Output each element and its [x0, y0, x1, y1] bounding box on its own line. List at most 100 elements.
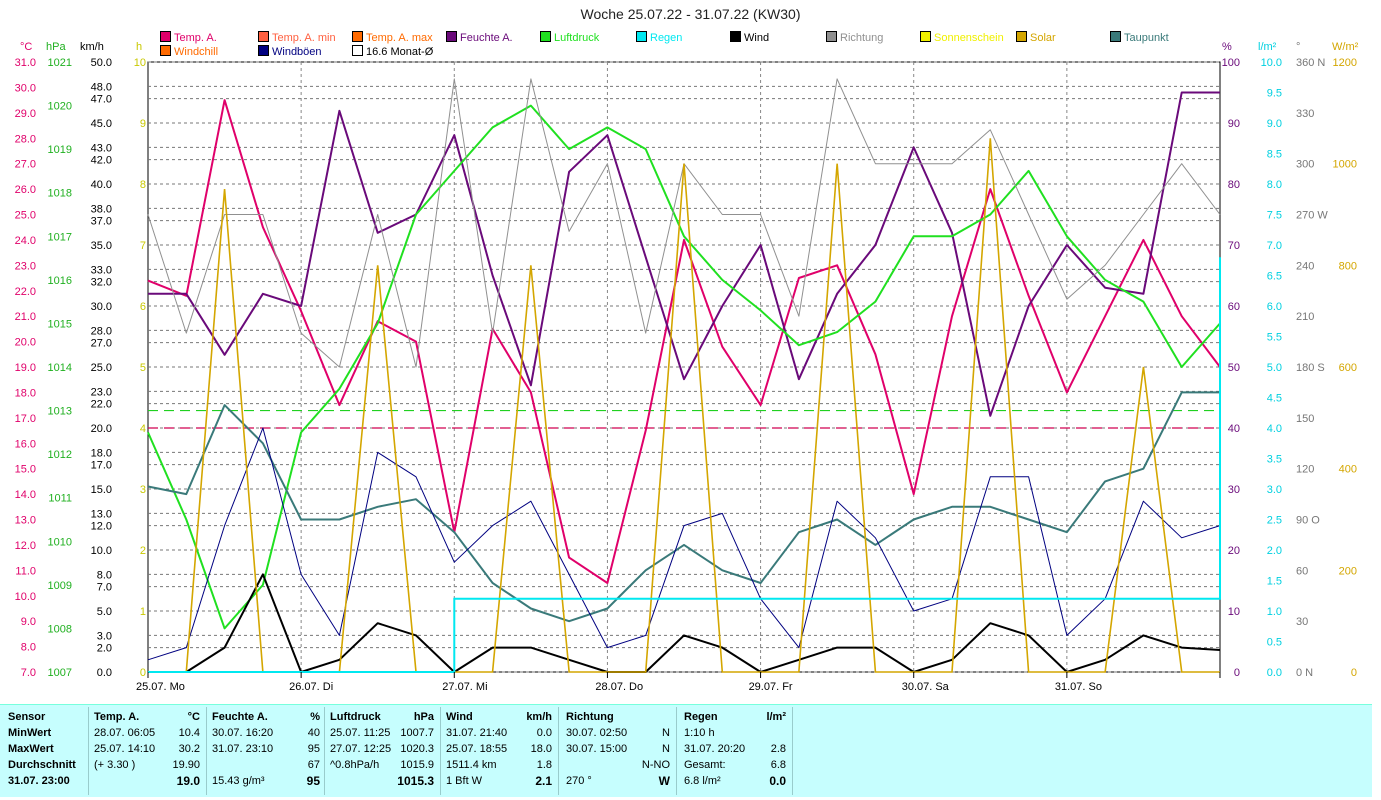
chart-title: Woche 25.07.22 - 31.07.22 (KW30): [580, 6, 801, 22]
axis-tick-kmh: 37.0: [91, 216, 112, 228]
stats-humidity-max-time: 31.07. 23:10: [212, 743, 274, 755]
stats-wind-beaufort: 1 Bft W: [446, 775, 483, 787]
stats-label-min: MinWert: [8, 727, 52, 739]
x-axis-label: 30.07. Sa: [902, 681, 950, 693]
stats-humidity-absolute: 15.43 g/m³: [212, 775, 265, 787]
legend-label: Solar: [1030, 32, 1056, 44]
stats-label-max: MaxWert: [8, 743, 54, 755]
axis-tick-kmh: 2.0: [97, 643, 112, 655]
stats-rain-sum: 6.8 l/m²: [684, 775, 721, 787]
axis-tick-deg: 30: [1296, 616, 1308, 628]
legend-item: Feuchte A.: [446, 31, 513, 45]
stats-humidity-unit: %: [310, 711, 320, 723]
axis-tick-lm2: 1.5: [1267, 576, 1282, 588]
axis-tick-temp: 22.0: [15, 286, 36, 298]
stats-panel: Sensor MinWert MaxWert Durchschnitt 31.0…: [0, 704, 1372, 797]
legend-swatch: [1016, 31, 1027, 42]
axis-tick-hpa: 1016: [48, 275, 72, 287]
axis-tick-h: 5: [140, 362, 146, 374]
axis-tick-temp: 28.0: [15, 133, 36, 145]
x-axis-label: 27.07. Mi: [442, 681, 487, 693]
axis-tick-kmh: 27.0: [91, 338, 112, 350]
legend-label: 16.6 Monat-Ø: [366, 46, 434, 58]
axis-tick-hpa: 1015: [48, 318, 72, 330]
stats-humidity-header: Feuchte A.: [212, 711, 268, 723]
axis-tick-lm2: 3.0: [1267, 484, 1282, 496]
axis-unit-h: h: [136, 41, 142, 53]
stats-direction-min-value: N: [662, 727, 670, 739]
x-axis-label: 26.07. Di: [289, 681, 333, 693]
axis-tick-h: 3: [140, 484, 146, 496]
stats-humidity-min-value: 40: [307, 727, 320, 739]
axis-tick-temp: 18.0: [15, 387, 36, 399]
axis-unit-deg: °: [1296, 41, 1300, 53]
legend-swatch: [446, 31, 457, 42]
axis-tick-pct: 60: [1228, 301, 1240, 313]
axis-unit-pct: %: [1222, 41, 1232, 53]
legend-label: Temp. A.: [174, 32, 217, 44]
axis-tick-kmh: 43.0: [91, 142, 112, 154]
stats-label-current: 31.07. 23:00: [8, 775, 70, 787]
axis-tick-temp: 16.0: [15, 438, 36, 450]
stats-humidity-column: Feuchte A.% 30.07. 16:20 40 31.07. 23:10 9…: [212, 709, 322, 789]
axis-tick-temp: 10.0: [15, 591, 36, 603]
stats-temp-current: 19.0: [176, 774, 200, 788]
axis-tick-lm2: 8.5: [1267, 149, 1282, 161]
axis-tick-kmh: 7.0: [97, 582, 112, 594]
stats-temp-min-value: 10.4: [178, 727, 200, 739]
series-temp-a-line: [147, 99, 1221, 584]
legend-label: Windchill: [174, 46, 219, 58]
axis-tick-hpa: 1020: [48, 101, 72, 113]
legend-label: Feuchte A.: [460, 32, 513, 44]
axis-tick-temp: 9.0: [21, 616, 36, 628]
legend-item: Sonnenschein: [920, 31, 1004, 45]
legend-item: Windböen: [258, 45, 322, 59]
legend-swatch: [258, 45, 269, 56]
x-axis-label: 29.07. Fr: [749, 681, 793, 693]
stats-pressure-unit: hPa: [413, 711, 434, 723]
stats-temp-max-value: 30.2: [178, 743, 200, 755]
axis-tick-hpa: 1009: [48, 580, 72, 592]
legend-item: Richtung: [826, 31, 883, 45]
axis-tick-kmh: 12.0: [91, 521, 112, 533]
legend-swatch: [352, 31, 363, 42]
axis-tick-deg: 240: [1296, 260, 1314, 272]
axis-tick-pct: 70: [1228, 240, 1240, 252]
axis-tick-kmh: 45.0: [91, 118, 112, 130]
axis-tick-lm2: 0.5: [1267, 637, 1282, 649]
axis-tick-kmh: 42.0: [91, 155, 112, 167]
axis-tick-temp: 30.0: [15, 82, 36, 94]
legend-label: Temp. A. max: [366, 32, 433, 44]
axis-tick-deg: 360 N: [1296, 57, 1325, 69]
stats-rain-unit: l/m²: [766, 711, 786, 723]
axis-tick-h: 2: [140, 545, 146, 557]
legend-item: Temp. A. min: [258, 31, 336, 45]
axis-tick-lm2: 5.5: [1267, 332, 1282, 344]
axis-tick-kmh: 15.0: [91, 484, 112, 496]
legend-item: Luftdruck: [540, 31, 599, 45]
legend-item: Wind: [730, 31, 769, 45]
stats-pressure-min-time: 25.07. 11:25: [330, 727, 391, 739]
axis-tick-temp: 23.0: [15, 260, 36, 272]
axis-tick-deg: 60: [1296, 565, 1308, 577]
axis-tick-pct: 50: [1228, 362, 1240, 374]
axis-tick-pct: 20: [1228, 545, 1240, 557]
axis-tick-hpa: 1021: [48, 57, 72, 69]
axis-tick-hpa: 1010: [48, 536, 72, 548]
axis-unit-hpa: hPa: [46, 41, 66, 53]
legend-item: 16.6 Monat-Ø: [352, 45, 433, 59]
axis-tick-temp: 20.0: [15, 337, 36, 349]
axis-tick-kmh: 22.0: [91, 399, 112, 411]
stats-label-avg: Durchschnitt: [8, 759, 76, 771]
stats-rain-max-time: 31.07. 20:20: [684, 743, 746, 755]
axis-tick-deg: 300: [1296, 159, 1314, 171]
stats-pressure-trend: ^0.8hPa/h: [330, 759, 380, 771]
axis-tick-wm2: 800: [1339, 260, 1357, 272]
axis-tick-lm2: 2.5: [1267, 515, 1282, 527]
stats-pressure-max-time: 27.07. 12:25: [330, 743, 392, 755]
legend-swatch: [160, 31, 171, 42]
axis-tick-lm2: 3.5: [1267, 454, 1282, 466]
stats-pressure-avg-value: 1015.9: [400, 759, 434, 771]
axis-tick-kmh: 23.0: [91, 386, 112, 398]
axis-tick-kmh: 13.0: [91, 508, 112, 520]
